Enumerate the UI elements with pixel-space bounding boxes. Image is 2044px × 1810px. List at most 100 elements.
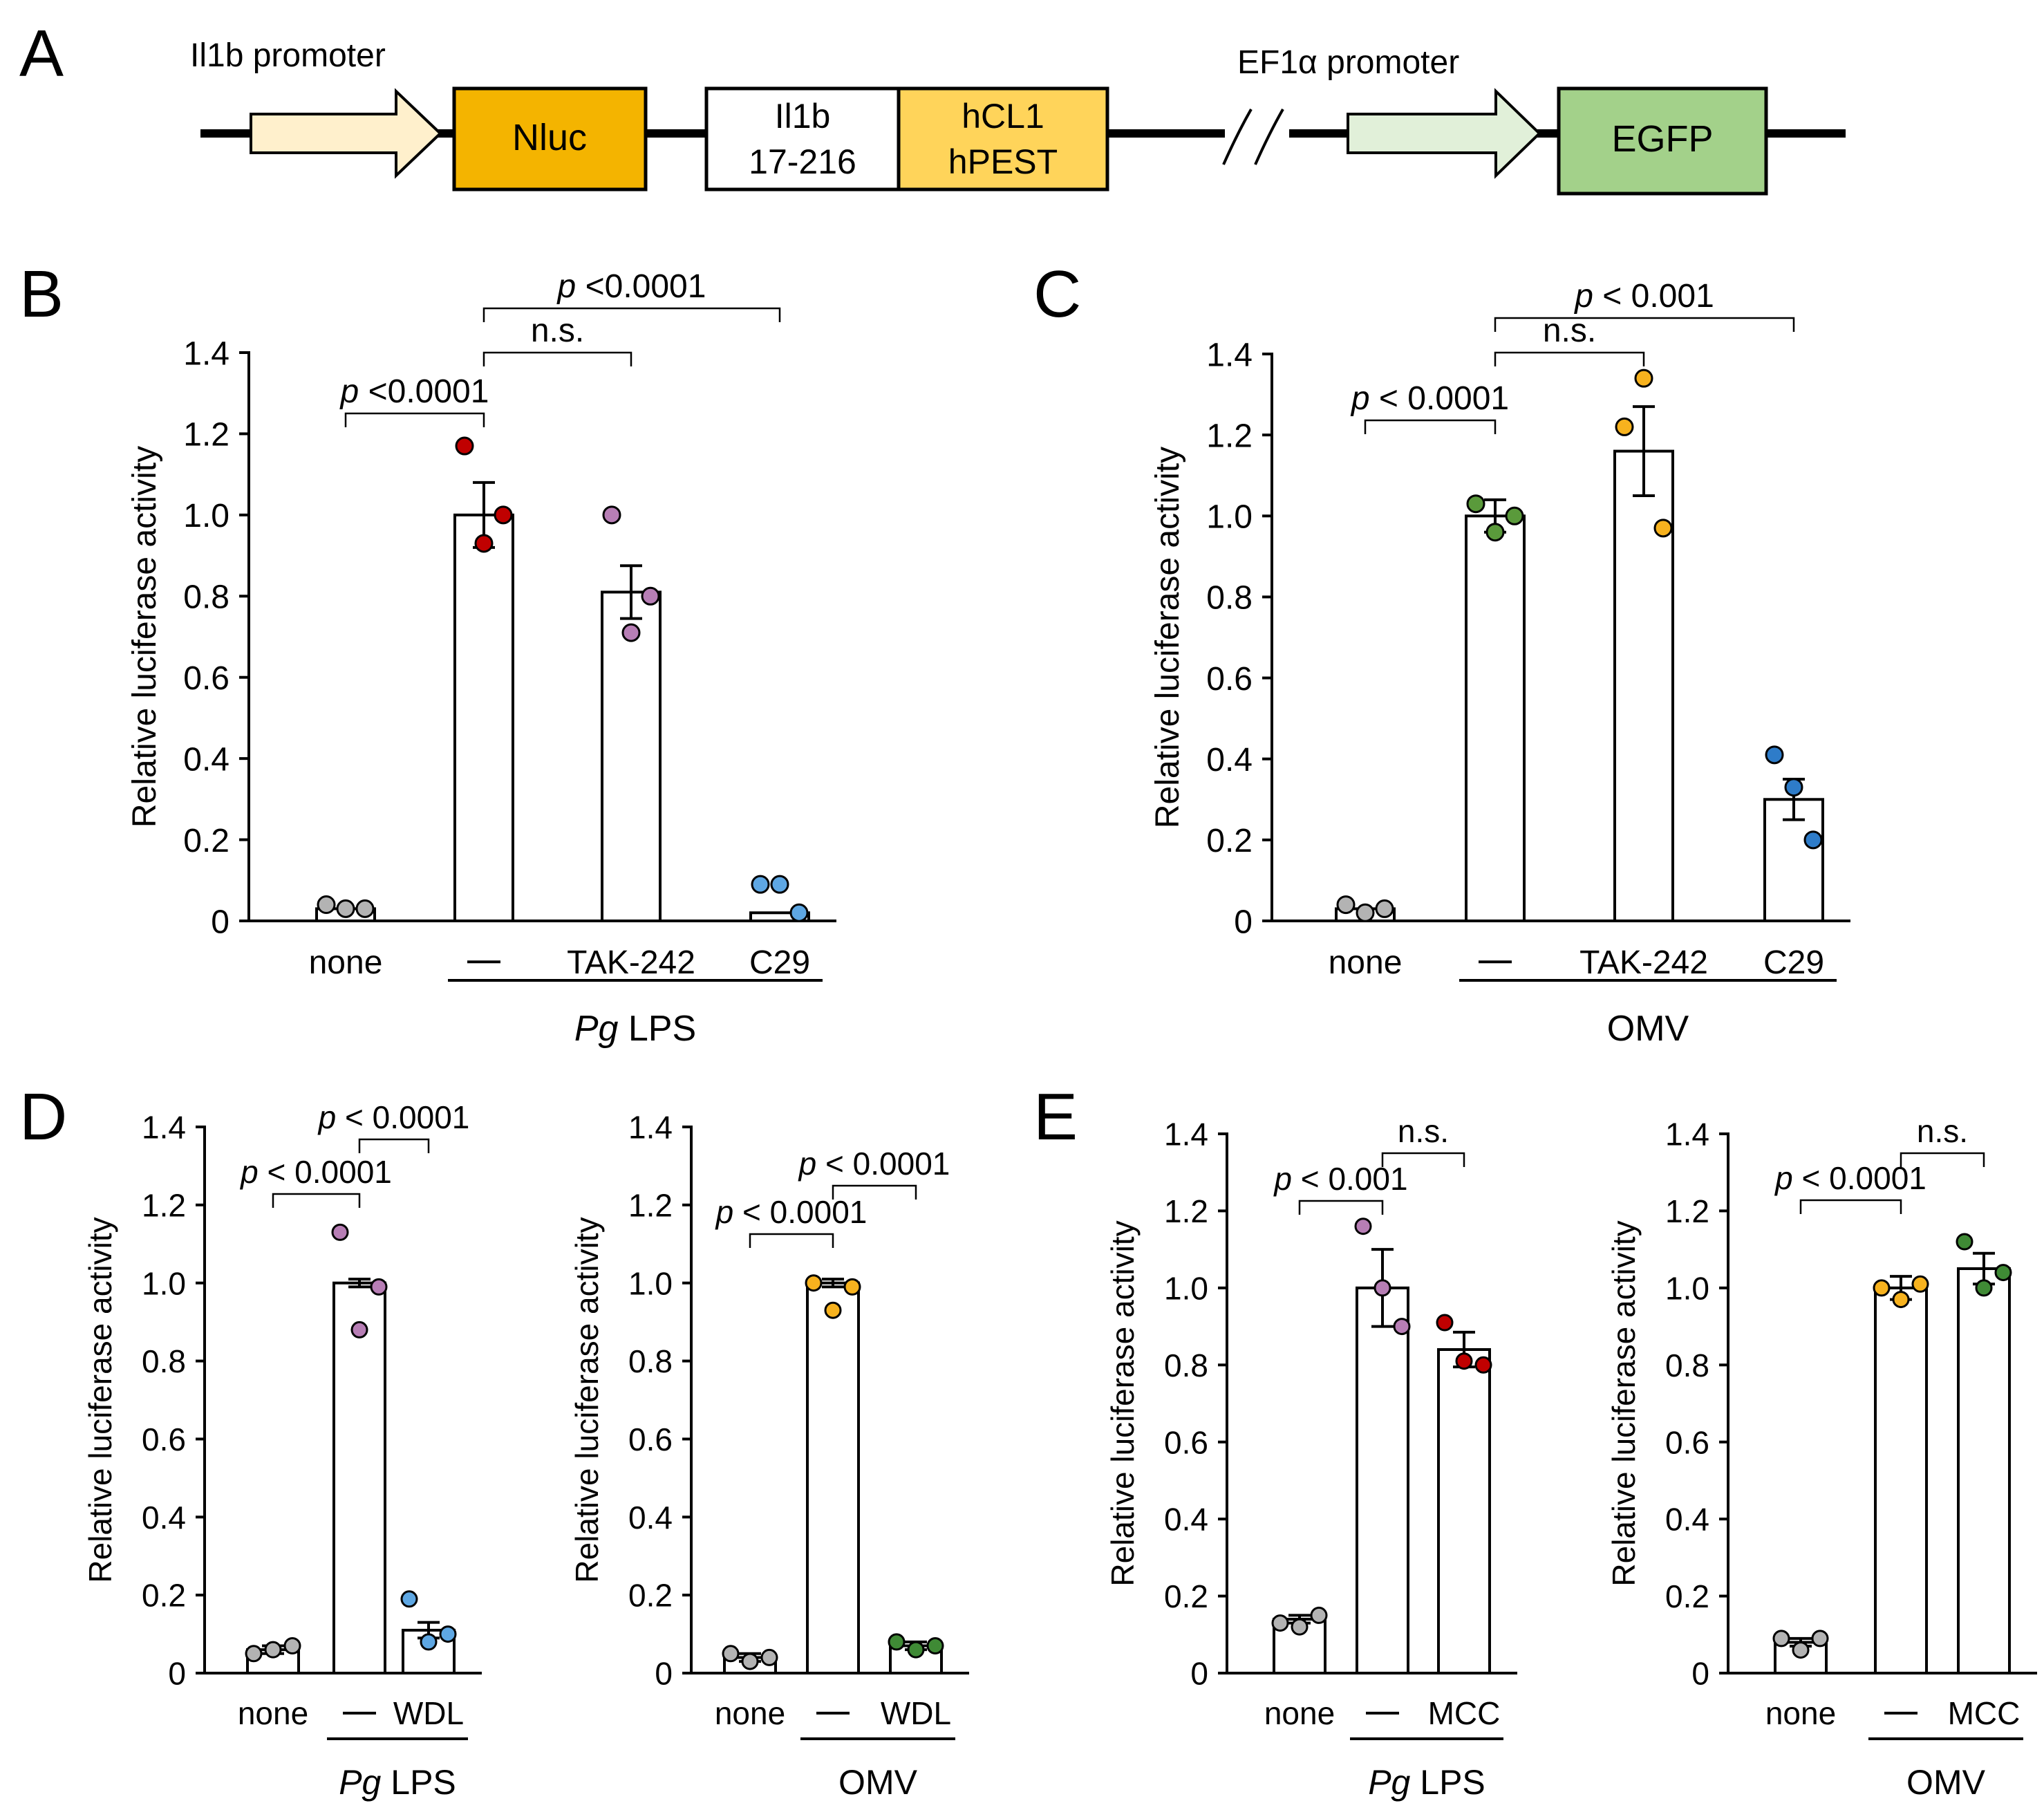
y-tick-label: 0.4 (142, 1500, 186, 1536)
category-label: none (1264, 1695, 1335, 1731)
bar (1356, 1286, 1409, 1675)
y-tick-label: 0.6 (1206, 661, 1253, 698)
significance-label: p < 0.0001 (239, 1154, 392, 1190)
bar (806, 1281, 860, 1674)
panel-letter-b: B (19, 257, 64, 331)
y-tick-label: 1.0 (142, 1265, 186, 1301)
panel-letter-a: A (19, 17, 64, 91)
y-tick-label: 1.0 (1206, 499, 1253, 536)
category-label: TAK-242 (1579, 944, 1708, 981)
data-point (770, 875, 789, 894)
il1b-fragment-label-line1: Il1b (775, 97, 831, 136)
data-point (1615, 417, 1634, 436)
y-tick-label: 0 (655, 1656, 673, 1692)
y-tick-label: 0.2 (628, 1578, 673, 1614)
chart-panel-e-omv: 0 0.2 0.4 0.6 0.8 1.0 1.2 1.4 Relative luciferas… (1606, 1113, 2037, 1802)
significance-bracket (358, 1138, 430, 1153)
data-point (1803, 830, 1823, 850)
y-tick-label: 1.0 (183, 498, 229, 534)
category-label: TAK-242 (567, 944, 695, 981)
data-point (1792, 1641, 1810, 1659)
bar (453, 513, 514, 922)
y-tick-label: 0.6 (142, 1421, 186, 1457)
bar (601, 590, 662, 923)
data-point (1784, 778, 1803, 797)
data-point (455, 436, 474, 456)
data-point (1373, 1279, 1391, 1297)
group-label: Pg LPS (339, 1763, 456, 1802)
y-tick-label: 0.8 (183, 579, 229, 616)
significance-bracket (272, 1193, 361, 1208)
data-point (1375, 899, 1394, 918)
data-point (789, 903, 809, 922)
data-point (1811, 1630, 1829, 1648)
y-axis-title: Relative luciferase activity (1105, 1220, 1141, 1586)
chart-panel-e-lps: 0 0.2 0.4 0.6 0.8 1.0 1.2 1.4 Relative luciferas… (1105, 1113, 1517, 1802)
significance-bracket (1494, 317, 1795, 332)
chart-panel-d-omv: 0 0.2 0.4 0.6 0.8 1.0 1.2 1.4 Relative luciferas… (569, 1110, 969, 1802)
data-point (1994, 1264, 2012, 1282)
y-tick-label: 0.4 (1665, 1502, 1709, 1538)
significance-label: p < 0.0001 (798, 1146, 950, 1182)
y-tick-label: 0 (1234, 904, 1253, 940)
construct-diagram: Il1b promoter Nluc Il1b 17-216 hCL1 hPES… (190, 37, 1846, 196)
significance-label: n.s. (1917, 1113, 1968, 1149)
chart-panel-d-lps: 0 0.2 0.4 0.6 0.8 1.0 1.2 1.4 Relative luciferas… (82, 1099, 482, 1802)
y-axis-title: Relative luciferase activity (569, 1217, 605, 1583)
data-point (1911, 1275, 1929, 1293)
category-label: none (309, 944, 383, 981)
data-point (824, 1301, 842, 1319)
data-point (926, 1637, 944, 1654)
data-point (439, 1625, 457, 1643)
data-point (1310, 1606, 1328, 1624)
significance-label: p < 0.001 (1573, 278, 1714, 315)
egfp-box (1557, 86, 1768, 196)
panel-letter-c: C (1033, 257, 1081, 331)
data-point (1653, 519, 1673, 538)
y-tick-label: 0.2 (1206, 823, 1253, 859)
significance-bracket (1364, 419, 1497, 434)
y-tick-label: 1.4 (1665, 1117, 1709, 1153)
data-point (907, 1641, 925, 1659)
y-tick-label: 1.4 (1206, 337, 1253, 373)
data-point (602, 505, 621, 525)
y-tick-label: 0.4 (628, 1500, 673, 1536)
category-label: MCC (1948, 1695, 2020, 1731)
y-tick-label: 0.8 (1206, 580, 1253, 617)
significance-label: p < 0.0001 (715, 1194, 868, 1230)
y-tick-label: 0.6 (183, 660, 229, 697)
group-label: OMV (1906, 1763, 1986, 1802)
significance-label: p < 0.0001 (1774, 1160, 1926, 1196)
bar (1874, 1286, 1928, 1675)
data-point (1873, 1279, 1891, 1297)
data-point (751, 875, 770, 894)
y-tick-label: 0 (1190, 1656, 1208, 1692)
significance-label: n.s. (1398, 1113, 1449, 1149)
group-label: Pg LPS (574, 1009, 696, 1049)
category-label: WDL (393, 1695, 464, 1731)
y-tick-label: 0.2 (1164, 1578, 1208, 1614)
chart-panel-c: 0 0.2 0.4 0.6 0.8 1.0 1.2 1.4 Relative luciferas… (1150, 278, 1850, 1049)
data-point (1772, 1630, 1790, 1648)
y-tick-label: 1.0 (628, 1265, 673, 1301)
hcl1-hpest-box (897, 86, 1109, 192)
ef1a-promoter-arrow (1347, 88, 1541, 179)
significance-label: p < 0.0001 (317, 1099, 470, 1135)
category-label-vehicle: — (817, 1695, 849, 1731)
y-tick-label: 0.2 (1665, 1578, 1709, 1614)
y-tick-label: 1.2 (183, 417, 229, 454)
y-tick-label: 0.6 (1164, 1424, 1208, 1460)
category-label: MCC (1428, 1695, 1501, 1731)
data-point (1634, 368, 1653, 388)
construct-break-mark (1222, 104, 1288, 166)
bar (1957, 1267, 2011, 1674)
panel-letter-d: D (19, 1080, 67, 1154)
data-point (1466, 494, 1485, 514)
y-tick-label: 0.6 (628, 1421, 673, 1457)
category-label-vehicle: — (467, 944, 500, 981)
group-label: Pg LPS (1368, 1763, 1485, 1802)
y-tick-label: 0.2 (183, 823, 229, 859)
y-tick-label: 1.2 (1206, 418, 1253, 454)
data-point (474, 534, 494, 553)
data-point (245, 1645, 263, 1663)
